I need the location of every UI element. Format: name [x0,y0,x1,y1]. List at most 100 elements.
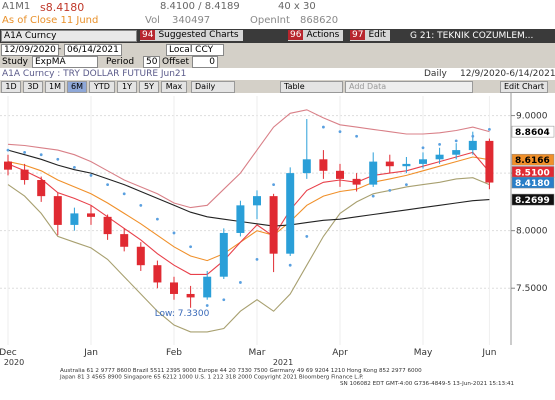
candle-body [286,173,295,254]
candle-body [87,213,95,217]
indicator-line [7,149,490,227]
period-button[interactable]: 1M [45,81,65,93]
period-button[interactable]: 1Y [117,81,137,93]
range-sep: - [58,44,62,54]
sar-dot [222,298,226,302]
chart: 7.50008.00008.50009.0000DecJanFebMarAprM… [0,93,555,400]
button-key: 97 [350,30,366,40]
period-button[interactable]: 1D [1,81,21,93]
offset[interactable]: 0 [192,56,218,68]
candle-body [452,150,461,155]
y-tick-label: 7.5000 [516,284,548,294]
sar-dot [172,231,176,235]
x-tick-label: Jun [481,348,496,358]
candle-body [468,140,477,151]
controls-row: Table Add Data Edit Chart 1D 3D 1M 6M YTD 1Y 5… [0,80,555,93]
sar-dot [488,127,491,131]
x-tick-label: Apr [332,348,348,358]
period-button[interactable]: 6M [67,81,87,93]
sar-dot [371,194,375,198]
size: 40 x 30 [278,1,316,12]
period[interactable]: 50 [143,56,161,68]
candle-body [186,293,195,298]
x-tick-label: Dec [0,348,17,358]
sar-dot [39,153,43,157]
candle-body [402,163,411,167]
currency[interactable]: Local CCY [166,44,224,56]
price-tag [511,193,555,206]
interval-select[interactable]: Daily [191,81,235,93]
indicator-line [7,177,490,333]
last-price: s8.4180 [40,1,85,14]
candle-body [153,265,162,283]
button-label: Actions [306,30,340,40]
sar-dot [239,281,242,284]
add-data[interactable]: Add Data [345,81,473,93]
year-label: 2021 [273,358,293,367]
price-tag-label: 8.2699 [515,196,550,206]
price-tag-label: 8.5100 [515,168,550,178]
period-button[interactable]: 5Y [139,81,159,93]
footer-line: SN 106082 EDT GMT-4:00 G736-4849-5 13-Ju… [340,381,515,387]
table-button[interactable]: Table [280,81,343,93]
candle-body [352,178,361,185]
dates: 12/9/2020-6/14/2021 [460,69,555,79]
sar-dot [355,134,358,138]
indicator-line [7,156,490,262]
footer-line: Japan 81 3 4565 8900 Singapore 65 6212 1… [59,375,364,381]
price-tag [511,125,555,138]
candle-body [302,159,311,174]
sar-dot [322,125,325,129]
sar-dot [338,130,342,134]
study-label: Study [2,57,28,67]
period-button[interactable]: 3D [23,81,43,93]
edit-chart[interactable]: Edit Chart [500,81,549,93]
oi: 868620 [300,15,339,26]
price-tag-label: 8.6166 [515,156,550,166]
description: A1A Curncy : TRY DOLLAR FUTURE Jun21 [2,69,187,79]
button-key: 94 [140,30,156,40]
indicator-line [7,151,490,275]
button-label: Edit [368,30,386,40]
candle-body [236,205,245,233]
as-of: As of Close 11 Jund [2,15,99,26]
toolbar-button[interactable]: 94 Suggested Charts [140,30,243,41]
sar-dot [122,192,126,196]
candle-body [4,161,12,170]
sar-dot [421,146,425,150]
sar-dot [388,188,392,192]
start-date[interactable]: 12/09/2020 [1,44,59,56]
end-date[interactable]: 06/14/2021 [64,44,122,56]
price-tag [511,153,555,166]
candle-body [170,282,178,294]
y-tick-label: 9.0000 [516,112,548,122]
x-tick-label: Mar [249,348,266,358]
sar-dot [139,203,143,207]
period-label: Period [106,57,135,67]
sar-dot [6,148,10,152]
candle-body [435,154,444,160]
vol-label: Vol [145,15,160,26]
candle-body [485,140,494,183]
study-name[interactable]: ExpMA [32,56,98,68]
bid-ask: 8.4100 / 8.4189 [160,1,240,12]
x-tick-label: Feb [166,348,182,358]
oi-label: OpenInt [250,15,290,26]
toolbar-button[interactable]: 97 Edit [350,30,390,41]
period-button[interactable]: Max [161,81,187,93]
period-button[interactable]: YTD [89,81,115,93]
sar-dot [272,183,275,187]
candle-body [37,180,46,197]
sar-dot [205,304,209,307]
candle-body [103,216,112,235]
quote-row: A1M1 s8.4180 8.4100 / 8.4189 40 x 30 [0,0,555,14]
candle-body [269,196,278,254]
security-input[interactable]: A1A Curncy [1,30,137,42]
sar-dot [23,150,26,154]
sar-dot [156,217,159,221]
toolbar-button[interactable]: 96 Actions [288,30,344,41]
candle-body [20,169,29,181]
indicator-line [7,109,490,209]
candle-body [369,161,378,185]
